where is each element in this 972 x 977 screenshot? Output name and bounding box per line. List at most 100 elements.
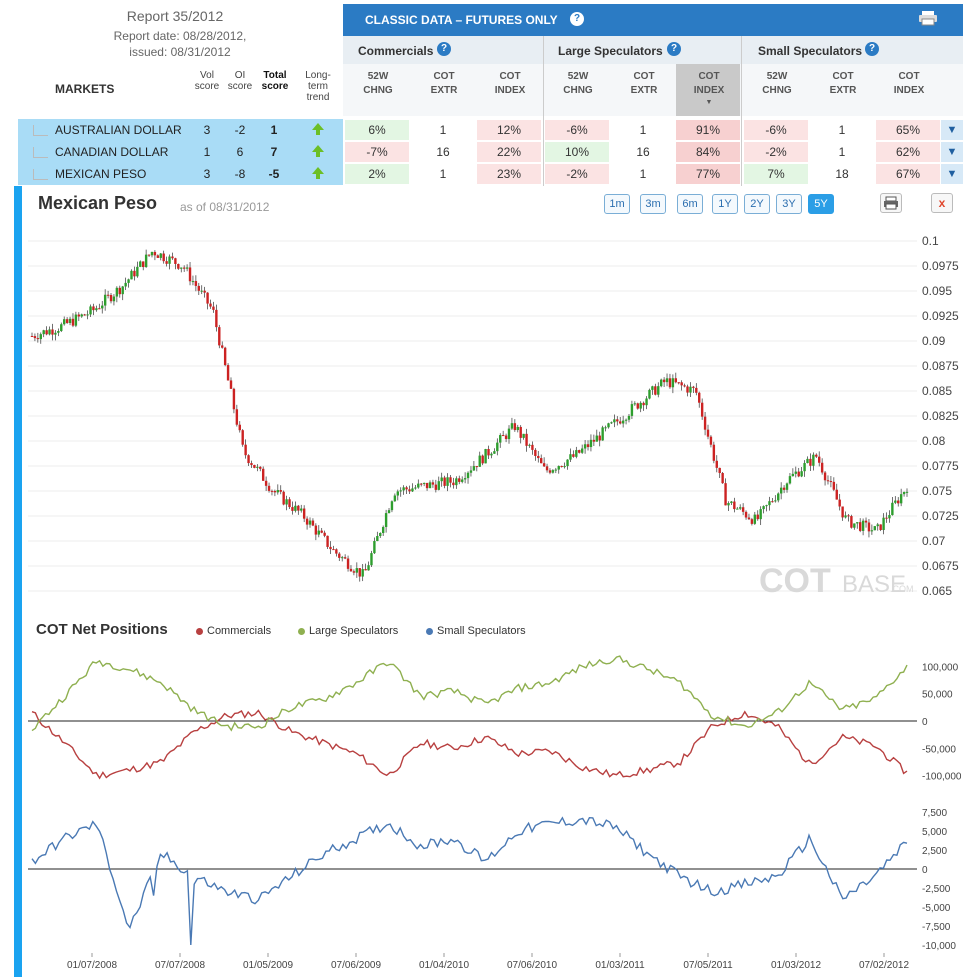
help-icon[interactable]: ? xyxy=(667,42,681,56)
candle-body xyxy=(674,378,678,383)
candle-body xyxy=(57,331,60,333)
x-tick-label: 07/07/2008 xyxy=(155,960,205,971)
candle-body xyxy=(45,330,48,335)
printer-icon[interactable] xyxy=(918,10,938,26)
market-row-1[interactable] xyxy=(18,119,343,141)
candle-body xyxy=(393,495,397,502)
chart-as-of: as of 08/31/2012 xyxy=(180,200,270,214)
candle-body xyxy=(633,403,637,405)
oi-score-header[interactable]: OI score xyxy=(227,70,253,92)
data-cell: 1 xyxy=(810,142,874,162)
candle-body xyxy=(352,571,356,573)
row-expand-icon[interactable]: ▼ xyxy=(941,164,963,184)
candle-body xyxy=(247,455,250,464)
row-expand-icon[interactable]: ▼ xyxy=(941,142,963,162)
y-tick-label: 5,000 xyxy=(922,827,947,838)
y-tick-label: 50,000 xyxy=(922,690,953,701)
candle-body xyxy=(782,487,786,490)
printer-icon[interactable] xyxy=(880,193,902,213)
total-score: 7 xyxy=(270,145,278,159)
candle-body xyxy=(355,568,359,573)
candle-body xyxy=(250,463,253,465)
mini-chart-icon[interactable] xyxy=(33,125,48,136)
vol-score-header[interactable]: Vol score xyxy=(194,70,220,92)
column-header[interactable]: COT EXTR xyxy=(829,71,857,96)
candle-body xyxy=(695,387,698,393)
candle-body xyxy=(692,386,695,388)
candle-body xyxy=(373,541,376,554)
market-name[interactable]: AUSTRALIAN DOLLAR xyxy=(55,123,182,137)
candle-body xyxy=(902,491,906,495)
column-header[interactable]: 52W CHNG xyxy=(363,71,393,96)
column-header[interactable]: COT EXTR xyxy=(430,71,458,96)
column-header[interactable]: COT EXTR xyxy=(630,71,658,96)
column-header[interactable]: 52W CHNG xyxy=(762,71,792,96)
column-header[interactable]: 52W CHNG xyxy=(563,71,593,96)
candle-body xyxy=(747,517,751,520)
candle-body xyxy=(534,449,537,456)
help-icon[interactable]: ? xyxy=(865,42,879,56)
range-button-1y[interactable]: 1Y xyxy=(712,194,738,214)
range-button-2y[interactable]: 2Y xyxy=(744,194,770,214)
candle-body xyxy=(291,507,294,511)
candle-body xyxy=(493,451,496,454)
candle-body xyxy=(537,455,540,459)
row-expand-icon[interactable]: ▼ xyxy=(941,120,963,140)
candle-body xyxy=(894,500,897,503)
market-name[interactable]: MEXICAN PESO xyxy=(55,167,147,181)
candle-body xyxy=(762,506,765,510)
market-row-2[interactable] xyxy=(18,141,343,163)
candle-body xyxy=(712,444,716,461)
candle-body xyxy=(542,463,546,467)
help-icon[interactable]: ? xyxy=(570,12,584,26)
data-cell: 23% xyxy=(477,164,541,184)
column-header[interactable]: COT INDEX ▼ xyxy=(676,70,742,108)
y-tick-label: -10,000 xyxy=(922,941,956,952)
report-title: Report 35/2012 xyxy=(126,8,224,24)
data-cell: 77% xyxy=(676,164,740,184)
legend-large-speculators[interactable]: Large Speculators xyxy=(298,625,398,637)
column-header[interactable]: COT INDEX xyxy=(893,71,925,96)
candle-body xyxy=(341,557,344,559)
candle-body xyxy=(200,290,203,292)
range-button-3y[interactable]: 3Y xyxy=(776,194,802,214)
candle-body xyxy=(472,466,476,471)
candle-body xyxy=(288,499,291,508)
candle-body xyxy=(850,516,853,528)
long-term-trend-header[interactable]: Long-term trend xyxy=(305,70,331,103)
legend-small-speculators[interactable]: Small Speculators xyxy=(426,625,526,637)
total-score-header[interactable]: Total score xyxy=(261,70,289,92)
range-button-3m[interactable]: 3m xyxy=(640,194,666,214)
mini-chart-icon[interactable] xyxy=(33,147,48,158)
candle-body xyxy=(229,380,233,389)
candle-body xyxy=(897,500,900,504)
candle-body xyxy=(39,334,42,340)
candle-body xyxy=(159,253,162,258)
market-row-3[interactable] xyxy=(18,163,343,185)
series-line-small-speculators xyxy=(31,816,908,946)
close-icon[interactable]: x xyxy=(931,193,953,213)
legend-commercials[interactable]: Commercials xyxy=(196,625,271,637)
range-button-1m[interactable]: 1m xyxy=(604,194,630,214)
y-tick-label: 0 xyxy=(922,865,928,876)
chart-title: Mexican Peso xyxy=(38,193,158,213)
candle-body xyxy=(847,515,850,517)
candle-body xyxy=(741,507,745,512)
range-button-6m[interactable]: 6m xyxy=(677,194,703,214)
mini-chart-icon[interactable] xyxy=(33,169,48,180)
candle-body xyxy=(507,428,511,440)
candle-body xyxy=(838,499,841,507)
candle-body xyxy=(77,314,81,317)
candle-body xyxy=(367,565,370,571)
candle-body xyxy=(844,515,847,518)
candle-body xyxy=(750,519,754,524)
candle-body xyxy=(460,479,464,482)
candle-body xyxy=(586,444,590,448)
data-cell: 16 xyxy=(411,142,475,162)
column-header[interactable]: COT INDEX xyxy=(494,71,526,96)
candle-body xyxy=(818,456,821,463)
help-icon[interactable]: ? xyxy=(437,42,451,56)
market-name[interactable]: CANADIAN DOLLAR xyxy=(55,145,169,159)
candle-body xyxy=(144,254,148,268)
range-button-5y[interactable]: 5Y xyxy=(808,194,834,214)
